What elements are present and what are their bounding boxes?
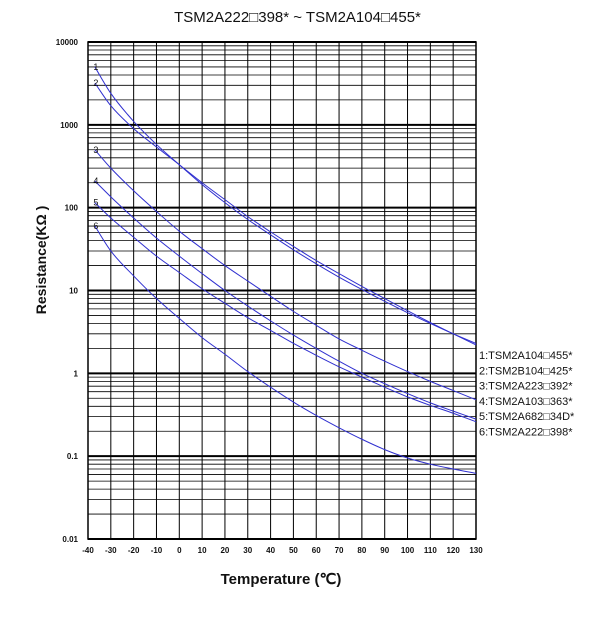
x-tick-label: 100 [401,546,415,555]
curve-6 [94,225,477,474]
legend-entry-4: 4:TSM2A103□363* [479,396,573,408]
curve-label-1: 1 [93,62,98,72]
curve-number-labels: 1 2 3 4 5 6 [93,62,98,231]
curve-label-6: 6 [93,221,98,231]
legend-entry-6: 6:TSM2A222□398* [479,427,573,439]
legend-entry-3: 3:TSM2A223□392* [479,381,573,393]
curve-label-3: 3 [93,145,98,155]
y-tick-label: 1 [74,369,79,378]
x-tick-label: -20 [128,546,140,555]
x-tick-label: 10 [198,546,207,555]
curves [94,66,477,474]
x-tick-label: -40 [82,546,94,555]
y-tick-label: 1000 [60,121,78,130]
curve-3 [94,149,477,401]
y-tick-label: 100 [65,204,79,213]
curve-label-4: 4 [93,176,98,186]
x-tick-label: -30 [105,546,117,555]
x-tick-label: 0 [177,546,182,555]
curve-4 [94,180,477,420]
grid-minor-lines [88,45,476,515]
x-tick-label: 30 [243,546,252,555]
x-tick-label: 90 [380,546,389,555]
x-axis-label: Temperature (℃) [221,571,342,588]
curve-label-2: 2 [93,78,98,88]
legend-entry-5: 5:TSM2A682□34D* [479,411,575,423]
x-tick-label: 50 [289,546,298,555]
x-tick-label: 80 [357,546,366,555]
curve-label-5: 5 [93,198,98,208]
x-tick-labels: -40 -30 -20 -10 0 10 20 30 40 50 60 70 80 90 100 110 120… [82,546,483,555]
x-tick-label: -10 [151,546,163,555]
y-axis-label: Resistance(KΩ ) [33,206,49,314]
y-tick-label: 10 [69,287,78,296]
curve-5 [94,202,477,423]
x-tick-label: 20 [220,546,229,555]
x-tick-label: 130 [469,546,483,555]
x-tick-label: 120 [446,546,460,555]
plot-frame [87,41,477,540]
y-tick-label: 0.1 [67,452,79,461]
y-tick-label: 10000 [56,38,79,47]
legend: 1:TSM2A104□455* 2:TSM2B104□425* 3:TSM2A223… [479,350,575,439]
x-tick-label: 70 [335,546,344,555]
legend-entry-1: 1:TSM2A104□455* [479,350,573,362]
chart-title: TSM2A222□398* ~ TSM2A104□455* [174,9,421,26]
x-tick-label: 60 [312,546,321,555]
x-tick-label: 40 [266,546,275,555]
x-tick-label: 110 [424,546,437,555]
curve-1 [94,66,477,344]
y-tick-labels: 10000 1000 100 10 1 0.1 0.01 [56,38,79,544]
legend-entry-2: 2:TSM2B104□425* [479,365,573,377]
curve-2 [94,82,477,346]
y-tick-label: 0.01 [62,535,78,544]
